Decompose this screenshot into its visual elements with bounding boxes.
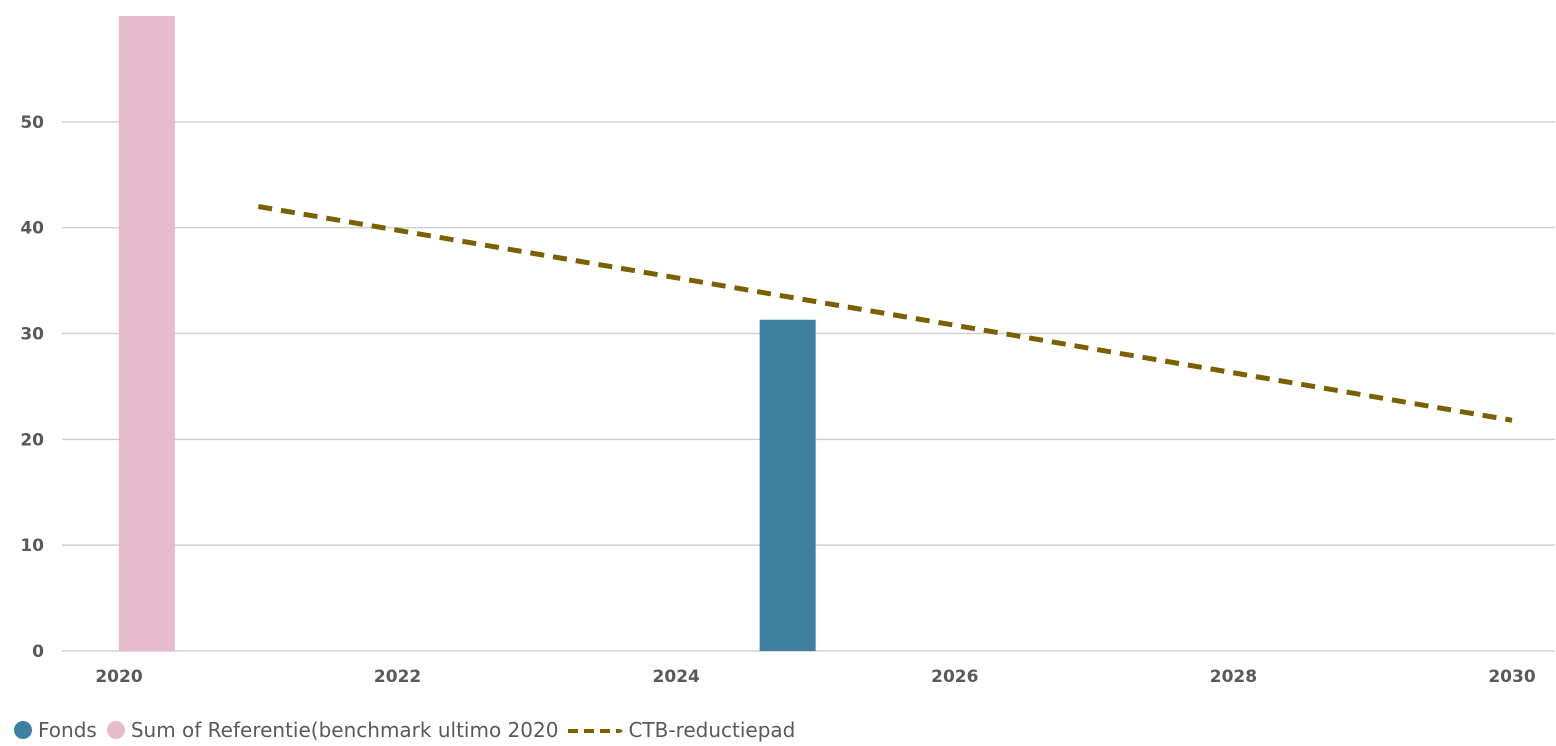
legend: Fonds Sum of Referentie(benchmark ultimo… bbox=[14, 718, 805, 742]
x-tick-label: 2026 bbox=[931, 667, 978, 687]
legend-item-fonds[interactable]: Fonds bbox=[14, 718, 97, 742]
legend-label-ctb-reductiepad: CTB-reductiepad bbox=[628, 718, 796, 742]
bars bbox=[118, 16, 816, 651]
y-tick-label: 0 bbox=[32, 642, 44, 662]
legend-marker-ctb-reductiepad bbox=[568, 729, 623, 733]
y-tick-label: 50 bbox=[20, 113, 44, 133]
bar-sum-of-referentie-benchmark-ultimo-2020 bbox=[118, 16, 175, 651]
x-tick-label: 2024 bbox=[653, 667, 700, 687]
x-tick-label: 2030 bbox=[1488, 667, 1535, 687]
series-lines bbox=[257, 204, 1513, 423]
legend-marker-fonds bbox=[14, 721, 32, 739]
legend-item-referentie[interactable]: Sum of Referentie(benchmark ultimo 2020 bbox=[106, 718, 559, 742]
y-tick-label: 30 bbox=[20, 325, 44, 345]
legend-label-fonds: Fonds bbox=[38, 718, 97, 742]
legend-item-ctb-reductiepad[interactable]: CTB-reductiepad bbox=[568, 718, 795, 742]
legend-marker-referentie bbox=[106, 721, 125, 739]
x-tick-label: 2022 bbox=[374, 667, 421, 687]
x-tick-label: 2028 bbox=[1210, 667, 1257, 687]
line-ctb-reductiepad bbox=[257, 204, 1513, 423]
x-tick-label: 2020 bbox=[95, 667, 142, 687]
y-tick-label: 40 bbox=[20, 219, 44, 239]
y-tick-label: 10 bbox=[20, 536, 44, 556]
bar-fonds bbox=[759, 319, 816, 651]
legend-label-referentie: Sum of Referentie(benchmark ultimo 2020 bbox=[130, 718, 559, 742]
y-axis-ticks: 0 10 20 30 40 50 bbox=[20, 113, 44, 662]
y-tick-label: 20 bbox=[20, 430, 44, 450]
x-axis-ticks: 2020 2022 2024 2026 2028 2030 bbox=[95, 667, 1535, 687]
